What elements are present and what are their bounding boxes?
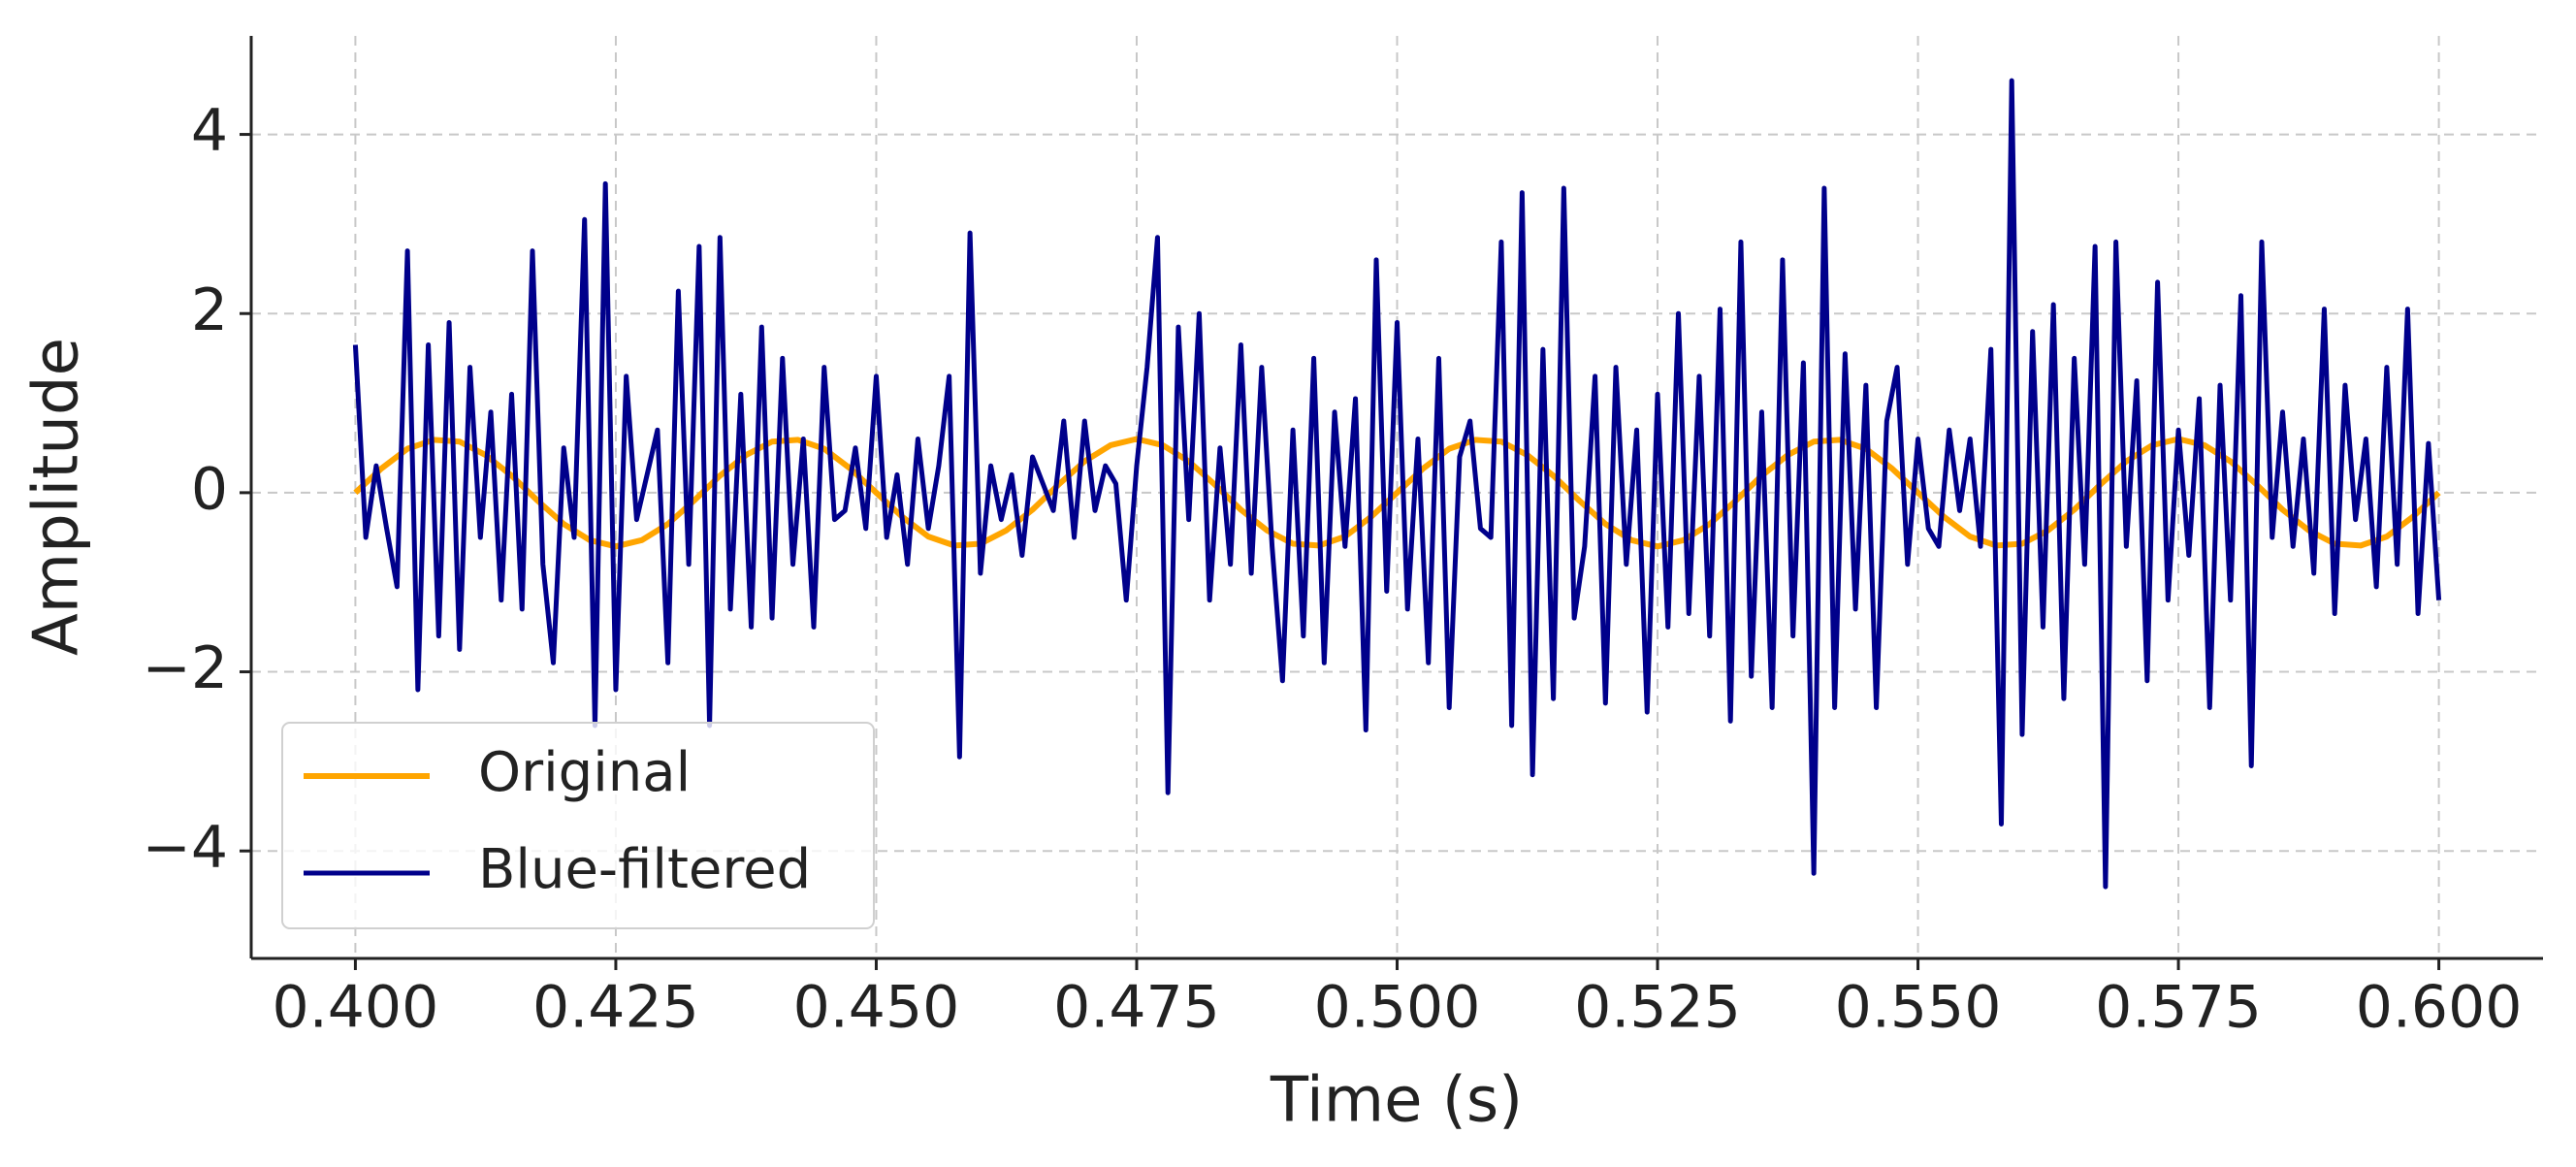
x-tick-label: 0.450 [793,974,960,1042]
x-axis-label: Time (s) [1270,1065,1523,1137]
y-tick-label: −4 [143,814,228,882]
x-tick-label: 0.425 [532,974,699,1042]
y-tick-label: 0 [191,455,228,523]
series-line [352,78,2442,890]
y-tick-label: 4 [191,97,228,165]
x-tick-label: 0.525 [1574,974,1741,1042]
y-tick-label: 2 [191,276,228,344]
y-axis-label: Amplitude [21,338,93,656]
y-tick-label: −2 [143,634,228,702]
legend-label: Blue-filtered [478,838,811,901]
x-tick-label: 0.400 [273,974,439,1042]
x-tick-label: 0.500 [1314,974,1481,1042]
x-tick-label: 0.575 [2095,974,2262,1042]
legend-label: Original [478,741,691,804]
x-tick-label: 0.550 [1835,974,2002,1042]
x-tick-label: 0.600 [2356,974,2523,1042]
legend-box [281,722,875,929]
x-tick-label: 0.475 [1053,974,1220,1042]
